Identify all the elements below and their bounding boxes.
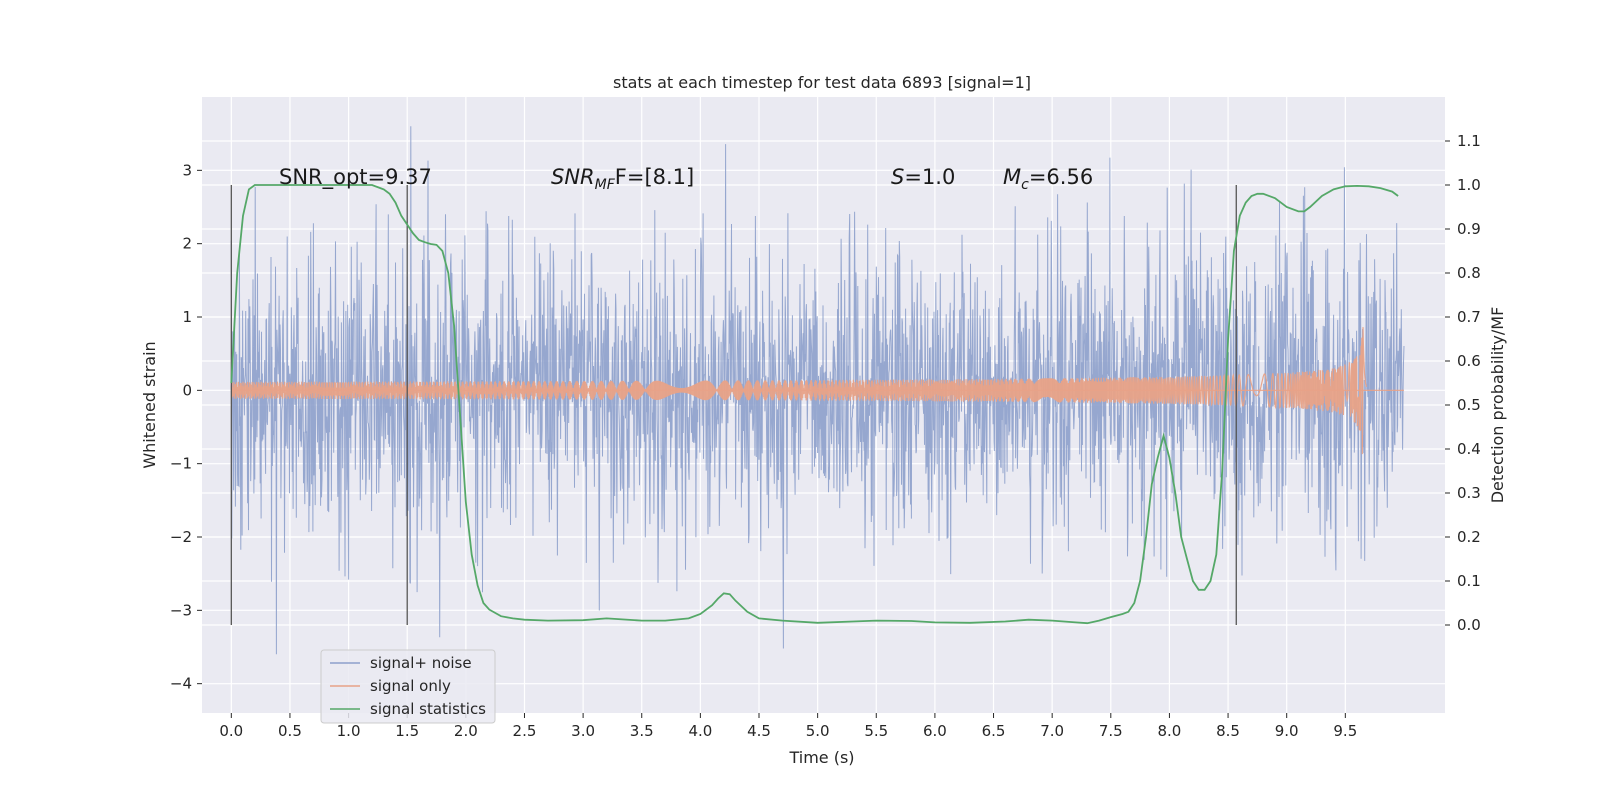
signal-noise-series [230,126,1405,655]
annotation-mc-main: M [1003,165,1021,189]
x-tick-label-2: 1.0 [337,722,361,740]
y-right-tick-label-4: 0.4 [1457,440,1481,458]
annotation-s-main: S [891,165,904,189]
x-tick-label-10: 5.0 [806,722,830,740]
x-tick-label-9: 4.5 [747,722,771,740]
y-tick-label-5: 1 [182,308,192,326]
legend-label-signal-only: signal only [370,677,451,695]
x-tick-label-3: 1.5 [395,722,419,740]
y-right-tick-label-0: 0.0 [1457,616,1481,634]
annotation-mc-sub: c [1021,177,1029,193]
chart-title: stats at each timestep for test data 689… [613,73,1031,92]
x-tick-label-7: 3.5 [630,722,654,740]
annotation-snr-mf: SNRMFF=[8.1] [551,165,694,193]
x-tick-label-0: 0.0 [219,722,243,740]
x-tick-label-5: 2.5 [513,722,537,740]
x-tick-label-17: 8.5 [1216,722,1240,740]
signal-noise-line [230,126,1405,655]
annotation-s: S=1.0 [891,165,955,189]
y-right-tick-label-8: 0.8 [1457,264,1481,282]
y-axis-label: Whitened strain [140,341,159,468]
x-tick-label-16: 8.0 [1157,722,1181,740]
annotation-s-suffix: =1.0 [904,165,955,189]
y-right-tick-label-3: 0.3 [1457,484,1481,502]
annotations: SNR_opt=9.37 SNRMFF=[8.1] S=1.0 Mc=6.56 [279,165,1093,193]
x-tick-label-11: 5.5 [864,722,888,740]
annotation-snr-mf-suffix: F=[8.1] [615,165,694,189]
x-tick-label-12: 6.0 [923,722,947,740]
legend: signal+ noise signal only signal statist… [320,649,496,724]
annotation-snr-opt: SNR_opt=9.37 [279,165,432,190]
x-tick-label-18: 9.0 [1275,722,1299,740]
y-tick-label-2: −2 [170,528,192,546]
y-tick-label-3: −1 [170,455,192,473]
y-right-tick-label-9: 0.9 [1457,220,1481,238]
y-right-tick-label-6: 0.6 [1457,352,1481,370]
signal-only-line [230,327,1367,455]
x-axis-ticks: 0.0 0.5 1.0 1.5 2.0 2.5 3.0 3.5 4.0 4.5 5.0 5.5 6.0 6… [219,713,1357,740]
x-tick-label-14: 7.0 [1040,722,1064,740]
x-tick-label-4: 2.0 [454,722,478,740]
annotation-snr-mf-main: SNR [551,165,595,189]
y-right-axis-ticks: 0.0 0.1 0.2 0.3 0.4 0.5 0.6 0.7 0.8 0.9 1.0 1.1 [1445,132,1481,634]
x-tick-label-13: 6.5 [982,722,1006,740]
y-right-tick-label-1: 0.1 [1457,572,1481,590]
y-tick-label-0: −4 [170,675,192,693]
annotation-mc: Mc=6.56 [1003,165,1093,193]
y-right-tick-label-10: 1.0 [1457,176,1481,194]
annotation-snr-mf-sub: MF [595,177,616,193]
y-tick-label-6: 2 [182,235,192,253]
x-tick-label-6: 3.0 [571,722,595,740]
signal-only-series [230,327,1404,455]
y-tick-label-4: 0 [182,381,192,399]
y-right-tick-label-7: 0.7 [1457,308,1481,326]
x-tick-label-15: 7.5 [1099,722,1123,740]
x-tick-label-8: 4.0 [688,722,712,740]
vertical-markers [230,185,1237,625]
signal-statistics-series [230,184,1399,625]
y-right-axis-label: Detection probability/MF [1488,307,1507,504]
y-right-tick-label-5: 0.5 [1457,396,1481,414]
y-right-tick-label-2: 0.2 [1457,528,1481,546]
y-axis-ticks: −4 −3 −2 −1 0 1 2 3 [170,161,202,693]
y-right-tick-label-11: 1.1 [1457,132,1481,150]
y-tick-label-1: −3 [170,601,192,619]
x-axis-label: Time (s) [788,748,854,767]
legend-box [320,649,496,724]
annotation-mc-suffix: =6.56 [1029,165,1093,189]
y-tick-label-7: 3 [182,161,192,179]
legend-label-signal-statistics: signal statistics [370,700,486,718]
signal-statistics-line [230,184,1399,625]
x-tick-label-1: 0.5 [278,722,302,740]
x-tick-label-19: 9.5 [1333,722,1357,740]
legend-label-signal-noise: signal+ noise [370,654,472,672]
